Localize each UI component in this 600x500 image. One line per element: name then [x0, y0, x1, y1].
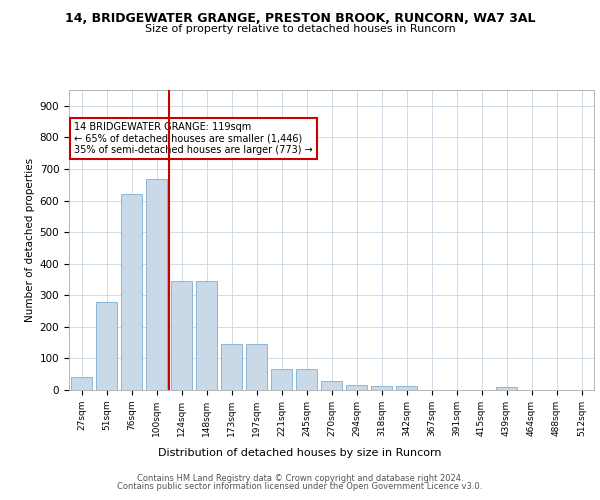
Bar [171, 281, 192, 390]
Bar [221, 344, 242, 390]
Bar [71, 378, 92, 390]
Bar [271, 370, 292, 390]
Bar [496, 388, 517, 390]
Bar [196, 281, 217, 390]
Y-axis label: Number of detached properties: Number of detached properties [25, 158, 35, 322]
Bar [96, 302, 117, 390]
Text: Size of property relative to detached houses in Runcorn: Size of property relative to detached ho… [145, 24, 455, 34]
Bar [346, 386, 367, 390]
Text: Contains public sector information licensed under the Open Government Licence v3: Contains public sector information licen… [118, 482, 482, 491]
Bar [296, 370, 317, 390]
Text: Contains HM Land Registry data © Crown copyright and database right 2024.: Contains HM Land Registry data © Crown c… [137, 474, 463, 483]
Text: Distribution of detached houses by size in Runcorn: Distribution of detached houses by size … [158, 448, 442, 458]
Bar [121, 194, 142, 390]
Bar [146, 179, 167, 390]
Text: 14, BRIDGEWATER GRANGE, PRESTON BROOK, RUNCORN, WA7 3AL: 14, BRIDGEWATER GRANGE, PRESTON BROOK, R… [65, 12, 535, 26]
Bar [371, 386, 392, 390]
Bar [246, 344, 267, 390]
Text: 14 BRIDGEWATER GRANGE: 119sqm
← 65% of detached houses are smaller (1,446)
35% o: 14 BRIDGEWATER GRANGE: 119sqm ← 65% of d… [74, 122, 313, 154]
Bar [321, 381, 342, 390]
Bar [396, 386, 417, 390]
